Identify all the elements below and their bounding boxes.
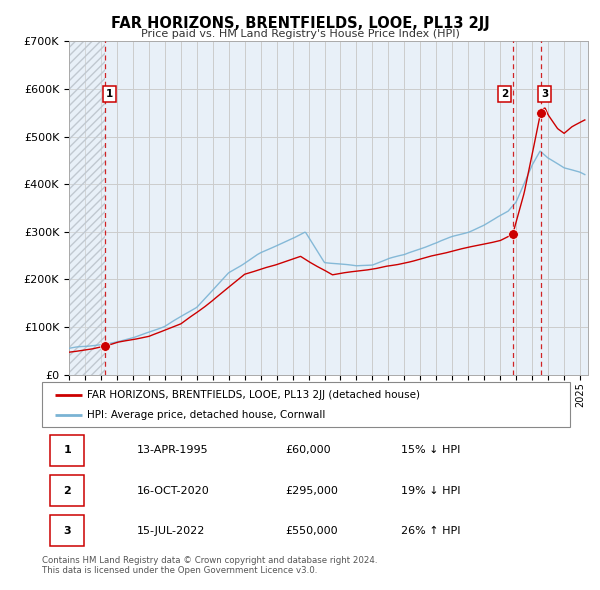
Text: £60,000: £60,000 (285, 445, 331, 455)
Text: 15-JUL-2022: 15-JUL-2022 (137, 526, 205, 536)
Bar (50, 516, 84, 546)
Text: FAR HORIZONS, BRENTFIELDS, LOOE, PL13 2JJ (detached house): FAR HORIZONS, BRENTFIELDS, LOOE, PL13 2J… (87, 390, 420, 399)
Text: 1: 1 (106, 88, 113, 99)
Text: 13-APR-1995: 13-APR-1995 (137, 445, 209, 455)
Text: 1: 1 (64, 445, 71, 455)
Text: HPI: Average price, detached house, Cornwall: HPI: Average price, detached house, Corn… (87, 410, 325, 420)
Text: £550,000: £550,000 (285, 526, 338, 536)
Text: Contains HM Land Registry data © Crown copyright and database right 2024.
This d: Contains HM Land Registry data © Crown c… (42, 556, 377, 575)
Text: 3: 3 (541, 88, 548, 99)
Text: 15% ↓ HPI: 15% ↓ HPI (401, 445, 460, 455)
Text: 3: 3 (64, 526, 71, 536)
Bar (50, 476, 84, 506)
Text: FAR HORIZONS, BRENTFIELDS, LOOE, PL13 2JJ: FAR HORIZONS, BRENTFIELDS, LOOE, PL13 2J… (110, 16, 490, 31)
Text: 2: 2 (501, 88, 508, 99)
Bar (50, 435, 84, 466)
Text: £295,000: £295,000 (285, 486, 338, 496)
Text: 26% ↑ HPI: 26% ↑ HPI (401, 526, 461, 536)
Text: Price paid vs. HM Land Registry's House Price Index (HPI): Price paid vs. HM Land Registry's House … (140, 29, 460, 39)
Text: 16-OCT-2020: 16-OCT-2020 (137, 486, 210, 496)
Text: 2: 2 (64, 486, 71, 496)
Text: 19% ↓ HPI: 19% ↓ HPI (401, 486, 461, 496)
